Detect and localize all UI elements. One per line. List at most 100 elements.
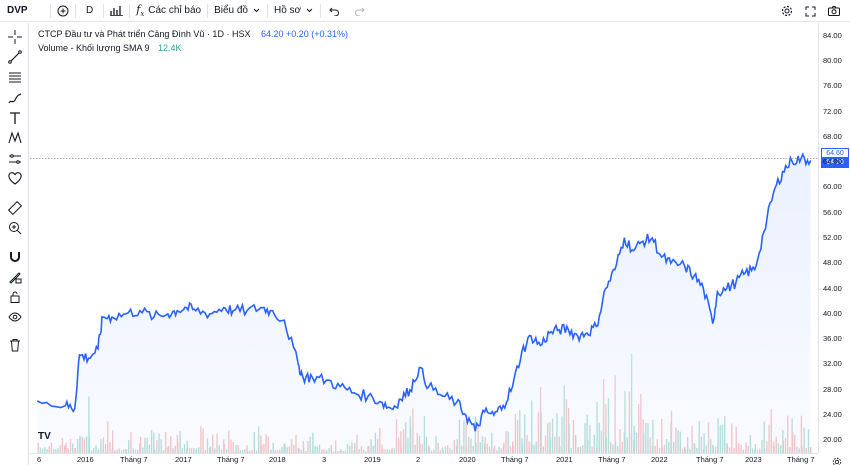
fib-tool[interactable] xyxy=(5,68,24,86)
price-point xyxy=(269,310,271,312)
last-price-tag: 64.60 xyxy=(821,148,849,159)
time-tick: Tháng 7 xyxy=(696,455,724,464)
favorites-tool[interactable] xyxy=(5,170,24,188)
price-tick: 32.00 xyxy=(823,359,842,369)
price-tick: 80.00 xyxy=(823,55,842,65)
price-point xyxy=(716,291,719,293)
price-point xyxy=(642,240,644,242)
price-tick: 36.00 xyxy=(823,334,842,344)
crosshair-tool[interactable] xyxy=(5,28,24,46)
time-tick: 2022 xyxy=(651,455,668,464)
price-point xyxy=(684,265,686,268)
price-tick: 72.00 xyxy=(823,106,842,116)
price-point xyxy=(530,335,532,337)
remove-drawings-tool[interactable] xyxy=(5,336,24,354)
tradingview-logo[interactable]: TV xyxy=(38,431,51,442)
drawing-toolbar xyxy=(0,23,29,465)
price-point xyxy=(623,237,625,239)
gear-icon xyxy=(781,5,793,17)
price-point xyxy=(325,379,327,381)
price-point xyxy=(400,398,402,400)
axis-settings-button[interactable] xyxy=(832,454,842,465)
divider xyxy=(129,3,131,18)
pattern-icon xyxy=(7,131,22,144)
snapshot-button[interactable] xyxy=(822,0,850,22)
price-point xyxy=(800,157,802,159)
trend-line-icon xyxy=(7,50,22,64)
price-axis[interactable]: 64.60 64.20 84.00 80.00 76.00 72.00 68.00 64.… xyxy=(818,23,850,453)
settings-button[interactable] xyxy=(775,0,799,22)
divider xyxy=(103,3,105,18)
price-point xyxy=(88,357,90,359)
time-axis[interactable]: 6 2016 Tháng 7 2017 Tháng 7 2018 3 2019 2 2020 Thá… xyxy=(30,453,818,465)
measure-tool[interactable] xyxy=(5,150,24,168)
price-point xyxy=(139,310,141,312)
price-point xyxy=(232,310,234,312)
price-point xyxy=(586,332,588,334)
magnet-tool[interactable] xyxy=(5,248,24,266)
price-point xyxy=(735,281,737,283)
price-point xyxy=(712,322,714,324)
price-point xyxy=(209,313,211,315)
chart-style-button[interactable] xyxy=(104,0,129,22)
text-tool[interactable] xyxy=(5,109,24,127)
chart-menu-button[interactable]: Biểu đồ xyxy=(208,0,267,22)
price-tick: 52.00 xyxy=(823,233,842,242)
time-tick: 2018 xyxy=(269,455,286,464)
time-tick: Tháng 7 xyxy=(120,455,148,464)
divider xyxy=(50,3,51,18)
price-tick: 56.00 xyxy=(823,207,842,217)
fx-icon: fx xyxy=(136,2,145,19)
symbol-search[interactable]: DVP xyxy=(0,0,50,22)
price-point xyxy=(260,307,262,309)
measure-ruler-icon xyxy=(8,154,21,164)
price-tick: 68.00 xyxy=(823,131,842,141)
time-tick: 2016 xyxy=(77,455,94,464)
volume-bar xyxy=(810,447,812,453)
price-point xyxy=(111,316,113,318)
price-point xyxy=(577,335,579,337)
text-icon xyxy=(9,112,20,124)
hide-drawings-tool[interactable] xyxy=(5,308,24,326)
price-point xyxy=(409,389,411,391)
zoom-in-tool[interactable] xyxy=(5,219,24,237)
price-tick: 64.00 xyxy=(823,157,842,167)
price-point xyxy=(102,316,104,318)
price-point xyxy=(185,307,188,309)
lock-drawings-tool[interactable] xyxy=(5,268,24,286)
chevron-down-icon xyxy=(306,8,313,13)
price-point xyxy=(614,269,616,271)
price-point xyxy=(36,400,39,402)
chart-pane[interactable] xyxy=(30,23,818,453)
lock-icon xyxy=(10,291,19,303)
price-point xyxy=(297,363,299,366)
add-symbol-button[interactable] xyxy=(51,0,75,22)
interval-button[interactable]: D xyxy=(76,0,103,22)
magnet-icon xyxy=(9,252,20,262)
price-point xyxy=(693,275,695,277)
trash-icon xyxy=(9,339,20,352)
profile-menu-button[interactable]: Hồ sơ xyxy=(268,0,320,22)
fullscreen-button[interactable] xyxy=(799,0,822,22)
price-point xyxy=(567,329,570,331)
price-point xyxy=(353,392,355,394)
brush-tool[interactable] xyxy=(5,89,24,107)
price-point xyxy=(511,386,514,388)
undo-button[interactable] xyxy=(321,0,348,22)
profile-menu-label: Hồ sơ xyxy=(274,5,302,16)
indicators-button[interactable]: fx Các chỉ báo xyxy=(130,0,207,22)
time-tick: Tháng 7 xyxy=(501,455,529,464)
close-price-tag: 64.20 xyxy=(821,158,849,169)
zoom-in-icon xyxy=(8,222,21,235)
price-point xyxy=(74,408,76,410)
price-point xyxy=(167,313,169,315)
price-point xyxy=(78,354,80,356)
price-point xyxy=(791,160,793,162)
pattern-tool[interactable] xyxy=(5,129,24,147)
price-point xyxy=(302,376,304,378)
redo-button[interactable] xyxy=(348,0,371,22)
trend-line-tool[interactable] xyxy=(5,48,24,66)
ruler-tool[interactable] xyxy=(5,199,24,217)
price-point xyxy=(595,325,597,328)
lock-tool[interactable] xyxy=(5,288,24,306)
